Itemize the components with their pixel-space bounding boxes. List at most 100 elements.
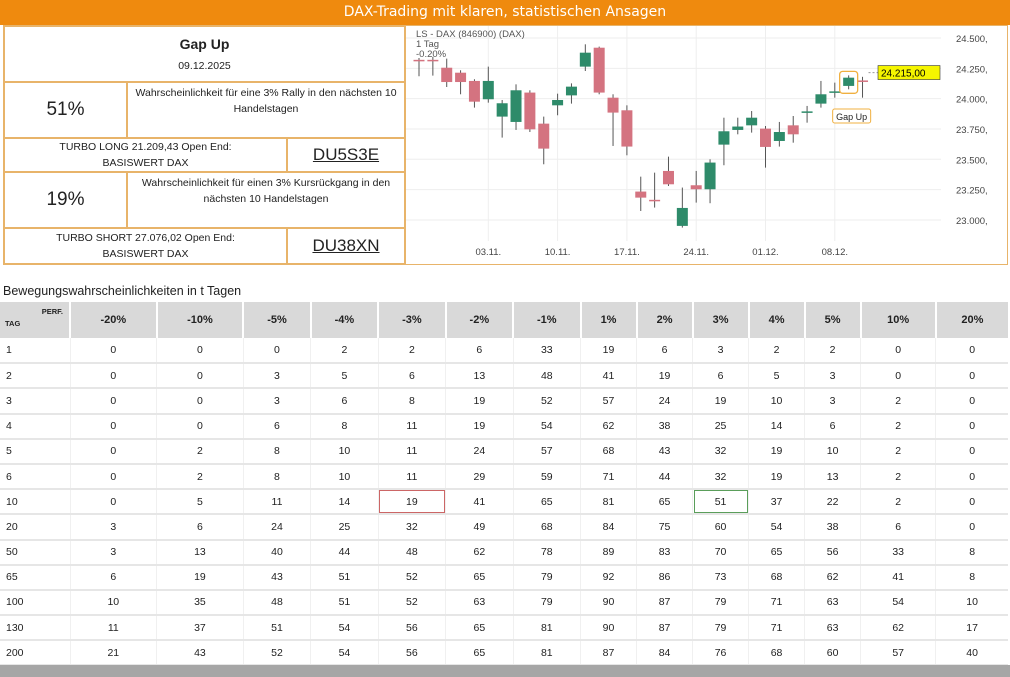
probability-cell: 41 <box>580 363 637 390</box>
y-tick-label: 23.000, <box>956 216 988 227</box>
column-header: 4% <box>747 302 805 338</box>
table-row: 200 21 43 52 54 56 65 81 87 84 76 68 60 57 40 <box>0 640 1008 667</box>
long-product-code-link[interactable]: DU5S3E <box>287 138 405 172</box>
probability-cell: 43 <box>636 438 693 465</box>
perf-label: PERF. <box>41 307 63 316</box>
candle <box>468 79 480 108</box>
probability-cell: 63 <box>804 615 861 642</box>
candle-body <box>857 80 869 82</box>
probability-cell: 41 <box>860 564 936 591</box>
signal-panel: Gap Up 09.12.2025 51% Wahrscheinlichkeit… <box>3 25 406 265</box>
probability-cell: 19 <box>748 463 805 491</box>
corner-header: PERF. TAG <box>0 302 70 338</box>
probability-cell: 32 <box>377 514 446 541</box>
probability-cell: 10 <box>310 463 379 491</box>
y-tick-label: 23.500, <box>956 155 988 166</box>
probability-cell: 0 <box>69 338 157 365</box>
candle-body <box>455 72 467 83</box>
signal-name: Gap Up <box>179 36 230 52</box>
short-product-underlying: BASISWERT DAX <box>102 248 189 260</box>
probability-cell: 0 <box>935 514 1008 541</box>
probability-cell: 19 <box>445 413 514 440</box>
candle-body <box>815 94 827 104</box>
probability-cell: 43 <box>156 640 244 667</box>
probability-cell: 3 <box>69 514 157 541</box>
chart-instrument: LS - DAX (846900) (DAX) <box>416 29 525 40</box>
probability-cell: 0 <box>69 489 157 516</box>
candle <box>621 105 633 156</box>
probability-cell: 2 <box>310 338 379 365</box>
probability-cell: 87 <box>580 640 637 667</box>
probability-cell: 65 <box>512 489 581 516</box>
probability-cell: 29 <box>445 463 514 491</box>
candle <box>787 115 799 143</box>
day-cell: 10 <box>0 489 70 516</box>
probability-cell: 75 <box>636 514 693 541</box>
probability-cell: 10 <box>69 589 157 617</box>
candle-body <box>593 47 605 93</box>
probability-cell: 70 <box>692 539 749 566</box>
probability-cell: 21 <box>69 640 157 667</box>
probability-cell: 71 <box>748 615 805 642</box>
probability-cell: 87 <box>636 589 693 617</box>
column-header: -10% <box>155 302 244 338</box>
probability-cell: 68 <box>748 564 805 591</box>
probability-cell: 22 <box>804 489 861 516</box>
probability-cell: 19 <box>156 564 244 591</box>
probability-cell: 86 <box>636 564 693 591</box>
probability-cell: 63 <box>445 589 514 617</box>
probability-cell: 0 <box>935 489 1008 516</box>
candle <box>482 66 494 103</box>
day-cell: 1 <box>0 338 70 365</box>
last-price-label: 24.215,00 <box>881 69 926 80</box>
short-product-name: TURBO SHORT 27.076,02 Open End: <box>56 232 235 244</box>
table-row: 6 0 2 8 10 11 29 59 71 44 32 19 13 2 0 <box>0 463 1008 491</box>
day-cell: 65 <box>0 564 70 591</box>
probability-cell: 68 <box>748 640 805 667</box>
candle <box>510 84 522 130</box>
y-tick-label: 24.250, <box>956 64 988 75</box>
probability-cell: 2 <box>860 413 936 440</box>
candle-body <box>413 59 425 62</box>
day-cell: 20 <box>0 514 70 541</box>
candle-body <box>676 207 688 226</box>
probability-cell: 90 <box>580 589 637 617</box>
probability-cell: 0 <box>935 438 1008 465</box>
candle-body <box>773 132 785 141</box>
column-header: -5% <box>242 302 311 338</box>
probability-cell: 52 <box>377 589 446 617</box>
candle <box>773 121 785 147</box>
column-header: -2% <box>444 302 514 338</box>
probability-cell: 0 <box>935 413 1008 440</box>
probability-cell: 89 <box>580 539 637 566</box>
probability-cell: 0 <box>69 463 157 491</box>
candle-body <box>496 103 508 117</box>
probability-cell: 65 <box>445 640 514 667</box>
candle-body <box>427 59 439 62</box>
day-cell: 6 <box>0 463 70 491</box>
probability-cell: 2 <box>860 463 936 491</box>
probability-cell: 33 <box>860 539 936 566</box>
probability-cell: 19 <box>445 388 514 415</box>
candle-body <box>538 123 550 149</box>
probability-cell: 3 <box>69 539 157 566</box>
probability-cell: 24 <box>636 388 693 415</box>
probability-cell: 2 <box>156 438 244 465</box>
probability-cell: 90 <box>580 615 637 642</box>
chart-change: -0.20% <box>416 49 447 60</box>
candle-body <box>718 131 730 145</box>
column-header: 2% <box>635 302 693 338</box>
probability-cell: 48 <box>512 363 581 390</box>
probability-cell: 0 <box>242 338 311 365</box>
probability-cell: 56 <box>804 539 861 566</box>
probability-cell: 10 <box>748 388 805 415</box>
short-product-code-link[interactable]: DU38XN <box>287 228 405 264</box>
table-row: 50 3 13 40 44 48 62 78 89 83 70 65 56 33 8 <box>0 539 1008 566</box>
probability-cell: 52 <box>242 640 311 667</box>
probability-cell: 3 <box>692 338 749 365</box>
probability-cell: 10 <box>310 438 379 465</box>
probability-cell: 6 <box>692 363 749 390</box>
x-tick-label: 17.11. <box>614 247 640 258</box>
candle-body <box>649 199 661 202</box>
probability-cell: 11 <box>377 413 446 440</box>
